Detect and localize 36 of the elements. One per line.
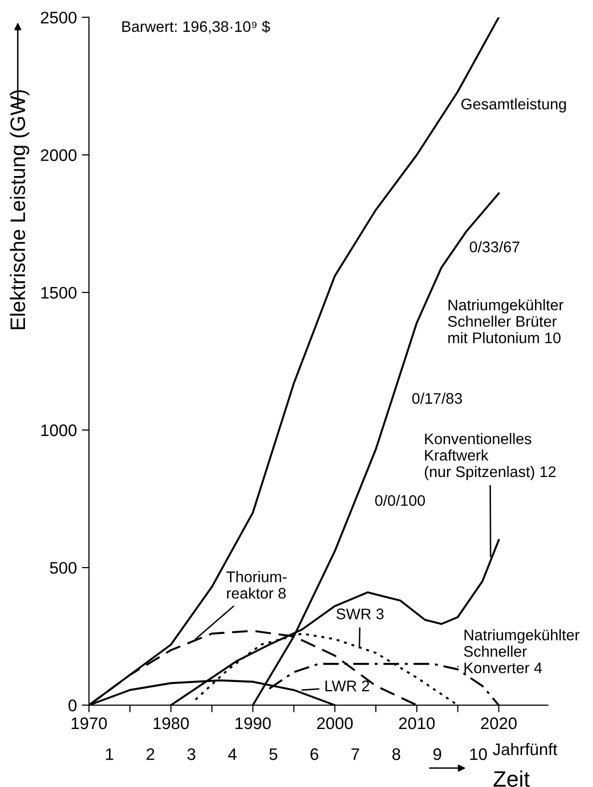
x-tick-label: 2020 — [481, 717, 517, 730]
x2-tick-label: 2 — [146, 748, 154, 760]
x-tick-label: 1990 — [236, 717, 271, 730]
annotation: SWR 3 — [336, 608, 384, 620]
annotation: Gesamtleistung — [461, 98, 566, 112]
x-axis-title: Zeit — [494, 770, 530, 787]
x-tick-label: 1980 — [154, 717, 189, 730]
y-tick-label: 500 — [50, 562, 76, 574]
x2-tick-label: 1 — [106, 748, 114, 760]
x2-tick-label: 10 — [470, 748, 487, 760]
annotation: LWR 2 — [326, 680, 370, 692]
x2-tick-label: 6 — [310, 748, 318, 760]
y-tick-label: 1500 — [41, 286, 76, 299]
annotation: 0/33/67 — [470, 241, 520, 252]
annotation: Konventionelles Kraftwerk (nur Spitzenlast) 12 — [424, 433, 556, 480]
annotation: 0/17/83 — [412, 392, 462, 404]
x2-tick-label: 7 — [352, 748, 360, 760]
y-tick-label: 2000 — [40, 149, 76, 162]
x2-tick-label: 4 — [228, 748, 237, 760]
y-axis-title: Elektrische Leistung (GW) — [10, 90, 30, 330]
y-tick-label: 1000 — [41, 424, 76, 436]
x2-tick-label: 9 — [433, 748, 442, 760]
x2-tick-label: 5 — [269, 748, 278, 760]
x-tick-label: 2000 — [317, 717, 353, 730]
annotation: Thorium- reaktor 8 — [226, 570, 286, 599]
x2-tick-label: 3 — [187, 748, 196, 760]
annotation: Natriumgekühlter Schneller Konverter 4 — [464, 629, 580, 674]
y-tick-label: 0 — [68, 700, 76, 712]
x2-axis-title: Jahrfünft — [492, 742, 558, 756]
x2-tick-label: 8 — [392, 748, 400, 760]
x-tick-label: 2010 — [399, 717, 435, 730]
y-tick-label: 2500 — [40, 12, 76, 24]
annotation: Barwert: 196,38·10⁹ $ — [122, 20, 270, 34]
annotation: Natriumgekühlter Schneller Brüter mit Plutonium 10 — [448, 299, 564, 344]
annotation: 0/0/100 — [375, 494, 425, 506]
x-tick-label: 1970 — [72, 717, 107, 730]
